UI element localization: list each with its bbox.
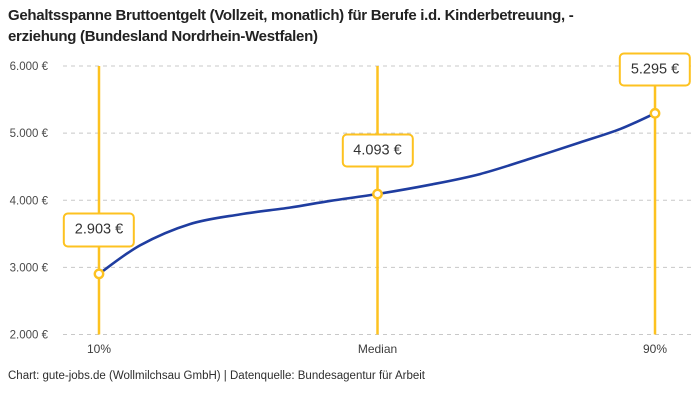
marker-point[interactable] xyxy=(93,268,105,280)
chart-title-line-1: Gehaltsspanne Bruttoentgelt (Vollzeit, m… xyxy=(8,7,574,24)
y-axis-tick-label: 2.000 € xyxy=(10,330,49,342)
marker-point[interactable] xyxy=(372,188,383,200)
chart-canvas: 2.000 € 3.000 € 4.000 € 5.000 € 6.000 € xyxy=(10,61,691,342)
marker-point[interactable] xyxy=(649,107,661,119)
chart-credit: Chart: gute-jobs.de (Wollmilchsau GmbH) … xyxy=(8,370,425,382)
y-axis-tick-label: 3.000 € xyxy=(10,262,49,274)
y-axis-tick-label: 6.000 € xyxy=(10,61,49,73)
value-label: 4.093 € xyxy=(341,133,414,168)
x-axis-label: 90% xyxy=(643,342,668,356)
chart-title-line-2: erziehung (Bundesland Nordrhein-Westfale… xyxy=(8,28,318,45)
x-axis-label: 10% xyxy=(86,342,111,356)
value-label: 2.903 € xyxy=(62,212,136,248)
x-axis-label: Median xyxy=(357,342,398,356)
value-label: 5.295 € xyxy=(618,52,692,87)
y-axis-tick-label: 5.000 € xyxy=(10,128,49,140)
chart-title: Gehaltsspanne Bruttoentgelt (Vollzeit, m… xyxy=(8,5,696,47)
y-axis-tick-label: 4.000 € xyxy=(10,195,49,207)
